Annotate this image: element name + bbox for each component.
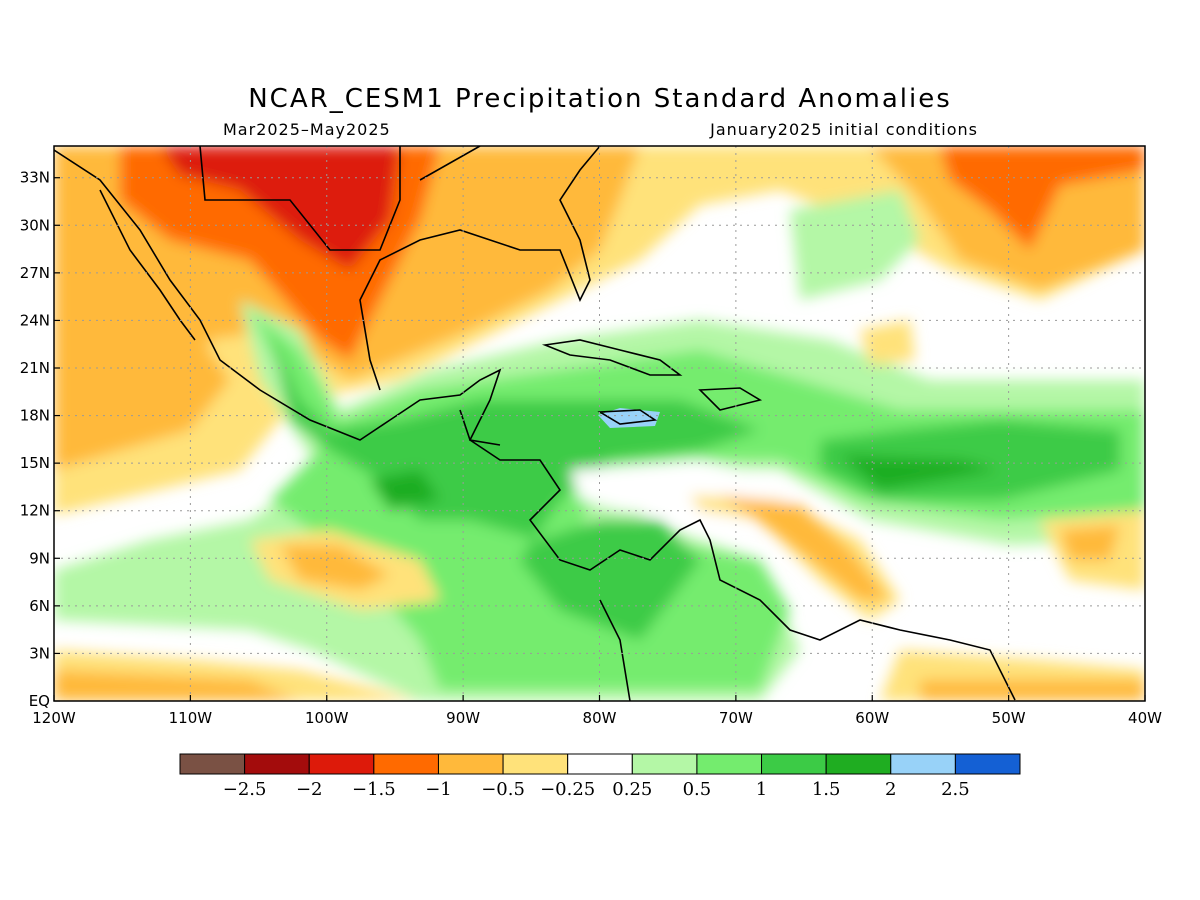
- colorbar-label: 2: [885, 779, 896, 800]
- lon-tick-label: 40W: [1128, 709, 1162, 727]
- lat-tick-label: 3N: [29, 644, 50, 662]
- colorbar-label: 1: [756, 779, 767, 800]
- colorbar-swatch: [954, 753, 1021, 775]
- latitude-axis: EQ 3N 6N 9N 12N 15N 18N 21N 24N 27N 30N 33N: [20, 169, 60, 710]
- coastlines: [54, 146, 1016, 701]
- colorbar-label: 0.5: [683, 779, 712, 800]
- colorbar-swatch: [502, 753, 569, 775]
- colorbar-swatch: [696, 753, 763, 775]
- lon-tick-label: 90W: [446, 709, 480, 727]
- lat-tick-label: EQ: [29, 692, 50, 710]
- lat-tick-label: 18N: [20, 407, 50, 425]
- lat-tick-label: 30N: [20, 216, 50, 234]
- colorbar-label: −1: [425, 779, 452, 800]
- colorbar-label: −2: [296, 779, 323, 800]
- initial-conditions: January2025 initial conditions: [710, 120, 978, 139]
- colorbar-swatch: [567, 753, 633, 775]
- lon-tick-label: 70W: [719, 709, 753, 727]
- gridlines: [54, 146, 1145, 701]
- colorbar-label: −0.5: [481, 779, 525, 800]
- colorbar-swatch: [825, 753, 892, 775]
- colorbar-label: 0.25: [612, 779, 652, 800]
- lon-tick-label: 50W: [992, 709, 1026, 727]
- colorbar-swatch: [308, 753, 375, 775]
- colorbar-swatch: [631, 753, 698, 775]
- lon-tick-label: 110W: [169, 709, 213, 727]
- lat-tick-label: 12N: [20, 502, 50, 520]
- colorbar-label: 1.5: [812, 779, 841, 800]
- lat-tick-label: 27N: [20, 264, 50, 282]
- colorbar-label: −2.5: [223, 779, 267, 800]
- colorbar-swatch: [373, 753, 439, 775]
- colorbar-swatch: [437, 753, 504, 775]
- colorbar-swatch: [179, 753, 246, 775]
- colorbar-labels: −2.5 −2 −1.5 −1 −0.5 −0.25 0.25 0.5 1 1.5 2 2.5: [223, 779, 970, 800]
- colorbar-swatch: [761, 753, 827, 775]
- colorbar-label: −1.5: [352, 779, 396, 800]
- longitude-axis: 120W 110W 100W 90W 80W 70W 60W 50W 40W: [32, 695, 1162, 727]
- colorbar-swatch: [890, 753, 956, 775]
- lon-tick-label: 80W: [583, 709, 617, 727]
- forecast-period: Mar2025–May2025: [223, 120, 391, 139]
- lat-tick-label: 9N: [29, 549, 50, 567]
- lon-tick-label: 100W: [305, 709, 349, 727]
- colorbar-swatch: [244, 753, 310, 775]
- lat-tick-label: 15N: [20, 454, 50, 472]
- lat-tick-label: 24N: [20, 311, 50, 329]
- anomaly-field: [54, 146, 1145, 701]
- lat-tick-label: 21N: [20, 359, 50, 377]
- colorbar: [179, 753, 1021, 775]
- lon-tick-label: 120W: [32, 709, 76, 727]
- map-title: NCAR_CESM1 Precipitation Standard Anomal…: [248, 84, 952, 114]
- colorbar-label: −0.25: [540, 779, 595, 800]
- colorbar-label: 2.5: [941, 779, 970, 800]
- lon-tick-label: 60W: [855, 709, 889, 727]
- lat-tick-label: 6N: [29, 597, 50, 615]
- lat-tick-label: 33N: [20, 169, 50, 187]
